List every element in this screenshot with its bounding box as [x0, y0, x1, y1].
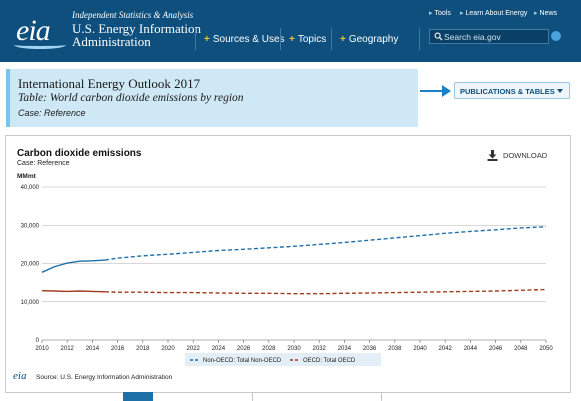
- x-tick-label: 2040: [413, 346, 427, 352]
- nav-divider: [195, 28, 196, 50]
- active-tab-indicator[interactable]: [123, 392, 153, 401]
- download-label: DOWNLOAD: [503, 151, 548, 160]
- tab-divider: [381, 392, 382, 401]
- search-icon: [434, 32, 443, 41]
- nav-sources-uses[interactable]: + Sources & Uses: [204, 34, 285, 46]
- x-tick-label: 2012: [61, 346, 75, 352]
- page-title: International Energy Outlook 2017: [18, 76, 201, 91]
- table-title: Table: World carbon dioxide emissions by…: [18, 92, 244, 104]
- nav-topics[interactable]: + Topics: [289, 34, 326, 46]
- x-tick-label: 2048: [514, 346, 528, 352]
- x-tick-label: 2034: [338, 346, 352, 352]
- publications-tables-dropdown[interactable]: PUBLICATIONS & TABLES: [454, 82, 570, 99]
- y-tick-label: 0: [36, 338, 40, 344]
- download-icon: [487, 150, 498, 161]
- util-link-tools[interactable]: ▸ Tools: [429, 9, 451, 17]
- triangle-right-icon: ▸: [460, 10, 464, 17]
- x-tick-label: 2046: [489, 346, 503, 352]
- bottom-tab-strip: [5, 392, 571, 401]
- x-tick-label: 2032: [313, 346, 327, 352]
- site-tagline: Independent Statistics & Analysis: [72, 10, 194, 20]
- nav-divider: [331, 28, 332, 50]
- x-tick-label: 2026: [237, 346, 251, 352]
- chart-source: Source: U.S. Energy Information Administ…: [36, 374, 173, 381]
- x-tick-label: 2020: [161, 346, 175, 352]
- triangle-right-icon: ▸: [429, 10, 433, 17]
- x-tick-label: 2010: [35, 346, 49, 352]
- series-line-projection-0[interactable]: [104, 226, 547, 261]
- nav-label: Geography: [348, 34, 399, 45]
- x-tick-label: 2024: [212, 346, 226, 352]
- nav-label: Sources & Uses: [212, 34, 285, 45]
- y-axis-label: MMmt: [17, 173, 37, 180]
- download-button[interactable]: DOWNLOAD: [487, 150, 549, 162]
- plus-icon: +: [289, 34, 295, 45]
- nav-divider: [280, 28, 281, 50]
- x-tick-label: 2042: [439, 346, 453, 352]
- nav-geography[interactable]: + Geography: [340, 34, 398, 46]
- x-tick-label: 2036: [363, 346, 377, 352]
- y-tick-label: 40,000: [21, 185, 40, 191]
- nav-label: Topics: [297, 34, 327, 45]
- tab-divider: [252, 392, 253, 401]
- search-placeholder: Search eia.gov: [444, 32, 501, 42]
- x-tick-label: 2050: [539, 346, 553, 352]
- chart-title: Carbon dioxide emissions: [17, 148, 142, 159]
- arrow-right-icon: [420, 85, 451, 97]
- x-tick-label: 2038: [388, 346, 402, 352]
- y-tick-label: 10,000: [21, 300, 40, 306]
- util-label: Tools: [434, 10, 451, 17]
- util-link-learn[interactable]: ▸ Learn About Energy: [460, 9, 527, 17]
- x-tick-label: 2022: [187, 346, 201, 352]
- x-tick-label: 2030: [287, 346, 301, 352]
- eia-logo[interactable]: eia: [12, 8, 68, 52]
- util-label: Learn About Energy: [465, 10, 528, 17]
- logo-swoosh: [14, 41, 66, 49]
- search-input[interactable]: Search eia.gov: [429, 29, 549, 44]
- x-tick-label: 2018: [136, 346, 150, 352]
- page-title-panel: International Energy Outlook 2017 Table:…: [6, 69, 418, 127]
- series-line-projection-1[interactable]: [104, 288, 547, 295]
- case-label: Case: Reference: [18, 108, 86, 118]
- dropdown-label: PUBLICATIONS & TABLES: [460, 87, 555, 96]
- site-header: eia Independent Statistics & Analysis U.…: [0, 0, 581, 62]
- x-tick-label: 2014: [86, 346, 100, 352]
- x-tick-label: 2028: [262, 346, 276, 352]
- agency-name[interactable]: U.S. Energy Information Administration: [72, 21, 202, 49]
- y-tick-label: 30,000: [21, 223, 40, 229]
- x-tick-label: 2044: [464, 346, 478, 352]
- chart-panel: [5, 135, 571, 393]
- util-label: News: [539, 10, 558, 17]
- source-eia-logo: eia: [13, 370, 27, 382]
- x-tick-label: 2016: [111, 346, 125, 352]
- plus-icon: +: [340, 34, 346, 45]
- y-tick-label: 20,000: [21, 262, 40, 268]
- legend-label[interactable]: OECD: Total OECD: [303, 358, 356, 364]
- triangle-right-icon: ▸: [534, 10, 538, 17]
- plus-icon: +: [204, 34, 210, 45]
- search-submit-button[interactable]: [551, 31, 561, 41]
- legend-label[interactable]: Non-OECD: Total Non-OECD: [203, 358, 282, 364]
- series-line-history-1[interactable]: [41, 290, 106, 293]
- chevron-down-icon: [557, 89, 563, 93]
- chart-legend-background: [185, 353, 381, 366]
- chart-subtitle: Case: Reference: [17, 160, 70, 167]
- nav-divider: [419, 28, 420, 50]
- series-line-history-0[interactable]: [41, 259, 106, 273]
- util-link-news[interactable]: ▸ News: [534, 9, 557, 17]
